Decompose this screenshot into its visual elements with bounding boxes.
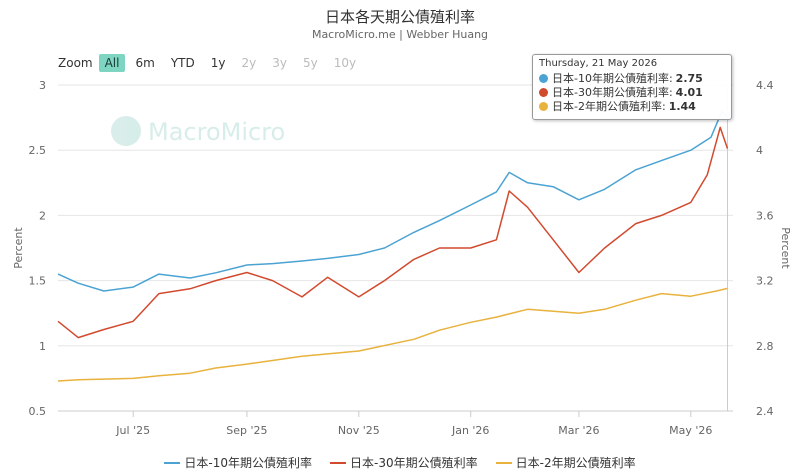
y-left-tick-label: 2.5 <box>29 144 47 157</box>
y-right-tick-label: 3.6 <box>756 209 774 222</box>
zoom-5y-button[interactable]: 5y <box>302 56 318 70</box>
y-right-axis-title: Percent <box>779 227 792 269</box>
zoom-2y-button[interactable]: 2y <box>241 56 257 70</box>
tooltip-date: Thursday, 21 May 2026 <box>539 58 658 69</box>
tooltip-label-30y: 日本-30年期公債殖利率: <box>552 86 673 99</box>
series-line-10y <box>57 110 729 292</box>
legend-label-10y: 日本-10年期公債殖利率 <box>184 456 313 470</box>
x-tick-label: Jan '26 <box>451 424 489 437</box>
y-left-tick-label: 0.5 <box>29 405 47 418</box>
legend-swatch-10y <box>164 461 181 464</box>
x-tick-label: May '26 <box>669 424 712 437</box>
tooltip-dot-10y <box>539 73 548 83</box>
legend-item-2y[interactable]: 日本-2年期公債殖利率 <box>495 454 636 471</box>
tooltip: Thursday, 21 May 2026 日本-10年期公債殖利率: 2.75… <box>532 54 732 120</box>
chart-subtitle: MacroMicro.me | Webber Huang <box>311 28 489 41</box>
x-tick-label: Sep '25 <box>226 424 267 437</box>
y-left-tick-label: 1.5 <box>29 275 47 288</box>
y-right-tick-label: 2.8 <box>756 340 774 353</box>
chart-title: 日本各天期公債殖利率 <box>324 8 475 26</box>
zoom-label: Zoom <box>58 56 93 70</box>
tooltip-dot-2y <box>539 101 548 111</box>
x-tick-label: Nov '25 <box>338 424 380 437</box>
tooltip-value-2y: 1.44 <box>668 99 696 113</box>
series-line-2y <box>57 287 728 382</box>
y-left-tick-label: 3 <box>39 79 46 92</box>
tooltip-label-2y: 日本-2年期公債殖利率: <box>552 100 666 113</box>
series-line-30y <box>57 126 729 339</box>
watermark-text: MacroMicro <box>148 118 285 146</box>
y-right-tick-label: 4 <box>756 144 763 157</box>
x-tick-label: Mar '26 <box>558 424 599 437</box>
tooltip-value-30y: 4.01 <box>675 85 703 99</box>
legend-label-2y: 日本-2年期公債殖利率 <box>515 456 636 470</box>
tooltip-label-10y: 日本-10年期公債殖利率: <box>552 72 673 85</box>
zoom-6m-button[interactable]: 6m <box>135 56 155 70</box>
legend: 日本-10年期公債殖利率 日本-30年期公債殖利率 日本-2年期公債殖利率 <box>0 454 800 471</box>
y-right-tick-label: 2.4 <box>756 405 774 418</box>
tooltip-dot-30y <box>539 87 548 97</box>
tooltip-row-30y: 日本-30年期公債殖利率: 4.01 <box>539 85 725 99</box>
y-left-axis-title: Percent <box>12 227 25 269</box>
legend-label-30y: 日本-30年期公債殖利率 <box>350 456 478 470</box>
legend-swatch-30y <box>330 461 347 464</box>
legend-item-10y[interactable]: 日本-10年期公債殖利率 <box>164 454 312 471</box>
y-left-tick-label: 1 <box>39 340 46 353</box>
zoom-ytd-button[interactable]: YTD <box>170 56 195 70</box>
y-left-tick-label: 2 <box>39 209 46 222</box>
zoom-all-button[interactable]: All <box>98 54 126 72</box>
x-tick-label: Jul '25 <box>115 424 150 437</box>
tooltip-value-10y: 2.75 <box>675 71 703 85</box>
tooltip-row-2y: 日本-2年期公債殖利率: 1.44 <box>539 99 725 113</box>
y-right-tick-label: 3.2 <box>756 275 774 288</box>
watermark: MacroMicro <box>111 116 285 146</box>
zoom-10y-button[interactable]: 10y <box>333 56 357 70</box>
y-right-tick-label: 4.4 <box>756 79 774 92</box>
zoom-3y-button[interactable]: 3y <box>272 56 287 70</box>
zoom-bar: Zoom All 6m YTD 1y 2y 3y 5y 10y <box>58 53 366 73</box>
legend-item-30y[interactable]: 日本-30年期公債殖利率 <box>330 454 478 471</box>
tooltip-row-10y: 日本-10年期公債殖利率: 2.75 <box>539 71 725 85</box>
legend-swatch-2y <box>495 461 512 464</box>
zoom-1y-button[interactable]: 1y <box>210 56 226 70</box>
watermark-logo-icon <box>111 116 141 146</box>
